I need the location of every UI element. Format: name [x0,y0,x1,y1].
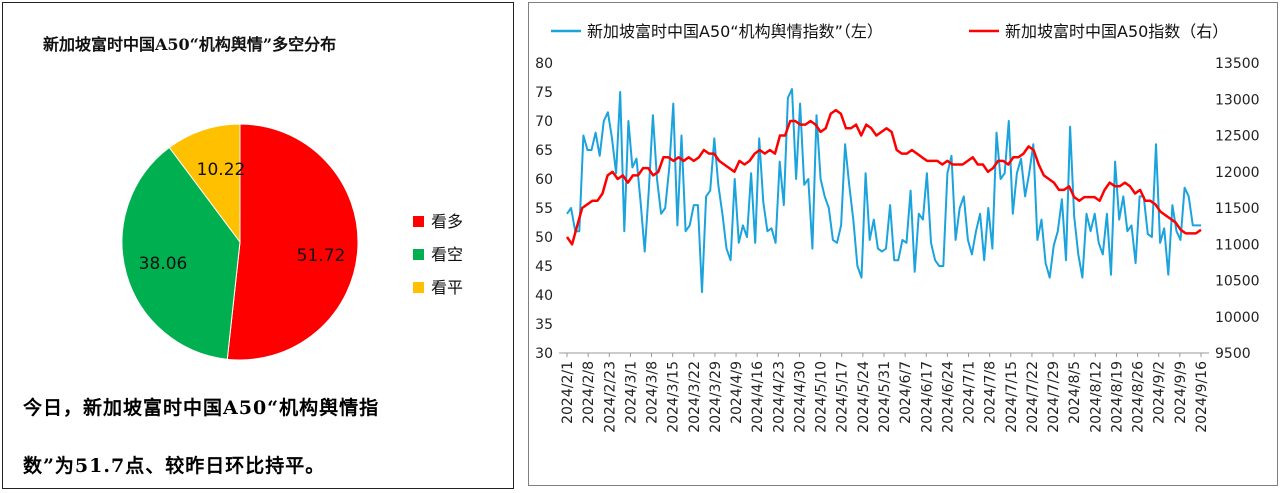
pie-slice-1 [226,123,359,361]
x-tick-label: 2024/7/29 [1046,361,1062,433]
x-tick-label: 2024/4/23 [771,361,787,433]
y-left-tick-label: 80 [535,56,553,72]
y-left-tick-label: 40 [535,288,553,304]
legend-swatch [413,216,424,227]
x-tick-label: 2024/7/8 [983,361,999,424]
x-tick-label: 2024/8/19 [1109,361,1125,433]
x-tick-label: 2024/4/16 [750,361,766,433]
x-tick-label: 2024/3/1 [623,361,639,424]
x-tick-label: 2024/8/26 [1131,361,1147,433]
x-tick-label: 2024/9/2 [1152,361,1168,424]
line-chart: 30 35 40 45 50 55 60 65 70 75 80 9500 10000 10500 1100… [535,22,1260,433]
pie-slice-3 [168,123,241,244]
y-right-tick-label: 10000 [1215,310,1260,326]
x-tick-label: 2024/5/17 [835,361,851,433]
y-left-tick-label: 45 [535,259,553,275]
y-right-tick-label: 10500 [1215,274,1260,290]
x-tick-label: 2024/3/8 [645,361,661,424]
y-left-tick-label: 65 [535,143,553,159]
pie-data-label: 10.22 [197,160,246,180]
line-panel: 30 35 40 45 50 55 60 65 70 75 80 9500 10000 10500 1100… [528,2,1278,486]
x-tick-label: 2024/4/30 [792,361,808,433]
y-right-tick-label: 12500 [1215,129,1260,145]
x-tick-label: 2024/9/9 [1173,361,1189,424]
legend-label: 看空 [431,245,463,264]
summary-line-2: 数”为51.7点、较昨日环比持平。 [23,455,326,477]
y-left-tick-label: 55 [535,201,553,217]
legend-swatch [413,282,424,293]
y-right-tick-label: 12000 [1215,165,1260,181]
y-right-tick-label: 13500 [1215,56,1260,72]
x-tick-label: 2024/7/22 [1025,361,1041,433]
x-tick-label: 2024/7/1 [962,361,978,424]
x-tick-label: 2024/5/10 [814,361,830,433]
series-line-1 [566,88,1201,294]
x-tick-label: 2024/7/15 [1004,361,1020,433]
x-tick-label: 2024/6/7 [898,361,914,424]
x-tick-label: 2024/8/5 [1067,361,1083,424]
legend-label: 新加坡富时中国A50指数（右） [1005,22,1228,41]
x-tick-label: 2024/9/16 [1194,361,1210,433]
y-right-tick-label: 11500 [1215,201,1260,217]
y-left-tick-label: 30 [535,346,553,362]
y-right-tick-label: 11000 [1215,237,1260,253]
y-left-tick-label: 35 [535,317,553,333]
legend-label: 看平 [431,278,463,297]
pie-panel: 新加坡富时中国A50“机构舆情”多空分布 51.72 38.06 10.22 看多看空… [2,2,514,489]
x-tick-label: 2024/3/15 [666,361,682,433]
x-tick-label: 2024/3/22 [687,361,703,433]
y-right-tick-label: 13000 [1215,92,1260,108]
summary-line-1: 今日，新加坡富时中国A50“机构舆情指 [23,397,380,419]
x-tick-label: 2024/6/17 [919,361,935,433]
x-tick-label: 2024/6/24 [940,361,956,433]
pie-title: 新加坡富时中国A50“机构舆情”多空分布 [43,35,337,54]
y-left-tick-label: 50 [535,230,553,246]
x-tick-label: 2024/4/9 [729,361,745,424]
pie-slice-2 [121,146,241,360]
series-line-2 [565,108,1202,246]
pie-data-label: 51.72 [297,246,346,266]
x-tick-label: 2024/3/29 [708,361,724,433]
x-tick-label: 2024/8/12 [1088,361,1104,433]
y-left-tick-label: 70 [535,114,553,130]
legend-label: 看多 [431,212,463,231]
legend-label: 新加坡富时中国A50“机构舆情指数”（左） [587,22,883,41]
y-left-tick-label: 60 [535,172,553,188]
x-tick-label: 2024/5/31 [877,361,893,433]
x-tick-label: 2024/5/24 [856,361,872,433]
y-right-tick-label: 9500 [1215,346,1251,362]
x-tick-label: 2024/2/1 [560,361,576,424]
y-left-tick-label: 75 [535,85,553,101]
x-tick-label: 2024/2/8 [581,361,597,424]
x-tick-label: 2024/2/23 [602,361,618,433]
pie-data-label: 38.06 [139,254,188,274]
legend-swatch [413,249,424,260]
